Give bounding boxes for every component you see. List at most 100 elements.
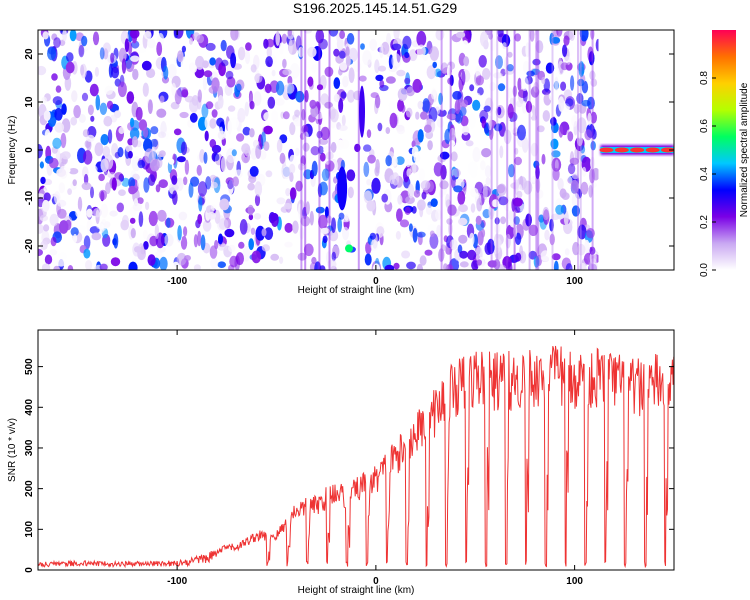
heatmap-speckle bbox=[218, 233, 223, 245]
heatmap-streak bbox=[537, 30, 540, 270]
heatmap-speckle bbox=[507, 87, 513, 99]
heatmap-speckle bbox=[581, 166, 587, 177]
heatmap-speckle bbox=[554, 67, 560, 78]
heatmap-speckle bbox=[204, 116, 210, 129]
heatmap-speckle bbox=[427, 223, 437, 233]
heatmap-speckle bbox=[216, 117, 225, 127]
heatmap-speckle bbox=[189, 112, 198, 123]
heatmap-speckle bbox=[55, 85, 62, 93]
heatmap-speckle bbox=[287, 30, 292, 37]
heatmap-speckle bbox=[526, 70, 535, 77]
heatmap-speckle bbox=[78, 44, 85, 58]
heatmap-speckle bbox=[419, 204, 424, 218]
heatmap-speckle bbox=[558, 96, 565, 112]
heatmap-y-ticks: -20 -10 0 10 20 bbox=[24, 48, 674, 253]
heatmap-speckle bbox=[202, 219, 212, 232]
heatmap-speckle bbox=[263, 112, 272, 122]
heatmap-speckle bbox=[506, 63, 514, 72]
heatmap-speckle bbox=[213, 153, 220, 162]
heatmap-speckle bbox=[450, 151, 458, 162]
chart-title: S196.2025.145.14.51.G29 bbox=[292, 0, 458, 16]
heatmap-speckle bbox=[430, 198, 438, 208]
heatmap-speckle bbox=[420, 111, 428, 120]
heatmap-speckle bbox=[208, 85, 219, 94]
heatmap-streak bbox=[535, 30, 538, 270]
heatmap-speckle bbox=[193, 264, 201, 270]
heatmap-speckle bbox=[385, 76, 396, 84]
heatmap-speckle bbox=[340, 91, 347, 99]
heatmap-speckle bbox=[459, 250, 468, 259]
heatmap-speckle bbox=[369, 232, 376, 240]
y-tick-label: 500 bbox=[24, 358, 35, 375]
heatmap-speckle bbox=[38, 65, 47, 76]
heatmap-speckle bbox=[203, 151, 208, 164]
heatmap-speckle bbox=[388, 100, 396, 113]
heatmap-speckle bbox=[542, 110, 550, 122]
heatmap-speckle bbox=[571, 192, 580, 209]
heatmap-cells bbox=[38, 30, 674, 270]
heatmap-speckle bbox=[493, 72, 503, 79]
heatmap-speckle bbox=[399, 219, 410, 228]
heatmap-speckle bbox=[514, 147, 519, 155]
y-tick-label: 100 bbox=[24, 521, 35, 538]
heatmap-speckle bbox=[77, 196, 83, 212]
heatmap-speckle bbox=[209, 57, 216, 66]
heatmap-speckle bbox=[475, 65, 481, 78]
heatmap-speckle bbox=[517, 124, 526, 141]
heatmap-speckle bbox=[138, 211, 144, 228]
heatmap-speckle bbox=[478, 55, 487, 68]
heatmap-speckle bbox=[567, 163, 576, 175]
heatmap-speckle bbox=[147, 254, 156, 266]
heatmap-speckle bbox=[586, 228, 595, 239]
heatmap-speckle bbox=[306, 60, 313, 70]
heatmap-x-label: Height of straight line (km) bbox=[298, 285, 415, 296]
heatmap-speckle bbox=[469, 84, 475, 92]
heatmap-speckle bbox=[503, 129, 512, 145]
heatmap-speckle bbox=[420, 180, 431, 191]
heatmap-speckle bbox=[446, 113, 457, 120]
heatmap-speckle bbox=[248, 214, 254, 221]
heatmap-speckle bbox=[569, 157, 580, 165]
y-tick-label: 300 bbox=[24, 439, 35, 456]
heatmap-speckle bbox=[470, 203, 476, 213]
heatmap-streak bbox=[496, 30, 499, 270]
colorbar-ticks: 0.0 0.2 0.4 0.6 0.8 bbox=[699, 71, 716, 277]
heatmap-speckle bbox=[318, 145, 324, 155]
heatmap-speckle bbox=[308, 191, 318, 205]
heatmap-speckle bbox=[107, 129, 113, 144]
heatmap-speckle bbox=[476, 197, 483, 212]
heatmap-speckle bbox=[157, 209, 167, 222]
heatmap-speckle bbox=[253, 213, 262, 220]
heatmap-speckle bbox=[72, 179, 77, 187]
heatmap-speckle bbox=[282, 58, 287, 69]
heatmap-speckle bbox=[275, 98, 285, 106]
heatmap-feature-core bbox=[337, 166, 348, 211]
heatmap-speckle bbox=[261, 228, 267, 237]
heatmap-speckle bbox=[447, 204, 457, 216]
heatmap-speckle bbox=[438, 248, 445, 262]
heatmap-speckle bbox=[569, 30, 576, 41]
heatmap-speckle bbox=[419, 255, 427, 266]
heatmap-speckle bbox=[484, 165, 492, 178]
heatmap-speckle bbox=[322, 235, 328, 244]
heatmap-speckle bbox=[333, 48, 340, 57]
heatmap-speckle bbox=[179, 111, 189, 119]
heatmap-speckle bbox=[395, 156, 405, 166]
heatmap-speckle bbox=[406, 86, 415, 97]
heatmap-speckle bbox=[118, 189, 126, 196]
heatmap-speckle bbox=[227, 120, 233, 135]
heatmap-speckle bbox=[425, 205, 433, 215]
colorbar-scale bbox=[712, 30, 736, 270]
heatmap-speckle bbox=[195, 55, 205, 70]
heatmap-speckle bbox=[284, 222, 293, 233]
heatmap-speckle bbox=[589, 246, 596, 255]
heatmap-speckle bbox=[525, 42, 531, 58]
heatmap-speckle bbox=[83, 248, 91, 259]
heatmap-speckle bbox=[106, 100, 114, 110]
heatmap-speckle bbox=[457, 190, 466, 205]
heatmap-speckle bbox=[58, 182, 65, 194]
heatmap-speckle bbox=[584, 239, 590, 252]
heatmap-speckle bbox=[412, 78, 423, 93]
heatmap-speckle bbox=[413, 189, 421, 198]
heatmap-speckle bbox=[49, 157, 59, 169]
